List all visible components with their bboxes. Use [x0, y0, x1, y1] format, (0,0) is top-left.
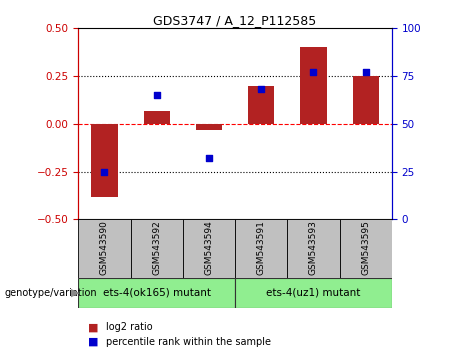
Point — [310, 69, 317, 75]
Bar — [235, 278, 392, 308]
Text: genotype/variation: genotype/variation — [5, 288, 97, 298]
Bar — [130, 219, 183, 278]
Text: log2 ratio: log2 ratio — [106, 322, 153, 332]
Bar — [353, 76, 379, 124]
Text: ▶: ▶ — [71, 288, 80, 298]
Text: GSM543594: GSM543594 — [205, 220, 213, 275]
Bar — [340, 219, 392, 278]
Text: ets-4(uz1) mutant: ets-4(uz1) mutant — [266, 288, 361, 298]
Bar — [301, 47, 326, 124]
Text: GSM543595: GSM543595 — [361, 220, 370, 275]
Bar — [235, 219, 287, 278]
Point — [258, 87, 265, 92]
Bar — [183, 219, 235, 278]
Text: ets-4(ok165) mutant: ets-4(ok165) mutant — [103, 288, 211, 298]
Bar — [91, 124, 118, 196]
Bar — [196, 124, 222, 130]
Bar — [78, 278, 235, 308]
Point — [153, 92, 160, 98]
Text: GSM543593: GSM543593 — [309, 220, 318, 275]
Text: GSM543591: GSM543591 — [257, 220, 266, 275]
Point — [362, 69, 369, 75]
Text: percentile rank within the sample: percentile rank within the sample — [106, 337, 271, 347]
Bar — [78, 219, 130, 278]
Bar — [287, 219, 340, 278]
Bar — [144, 110, 170, 124]
Text: GSM543590: GSM543590 — [100, 220, 109, 275]
Text: ■: ■ — [88, 322, 98, 332]
Point — [205, 155, 213, 161]
Bar — [248, 86, 274, 124]
Text: GSM543592: GSM543592 — [152, 220, 161, 275]
Title: GDS3747 / A_12_P112585: GDS3747 / A_12_P112585 — [154, 14, 317, 27]
Point — [101, 169, 108, 175]
Text: ■: ■ — [88, 337, 98, 347]
